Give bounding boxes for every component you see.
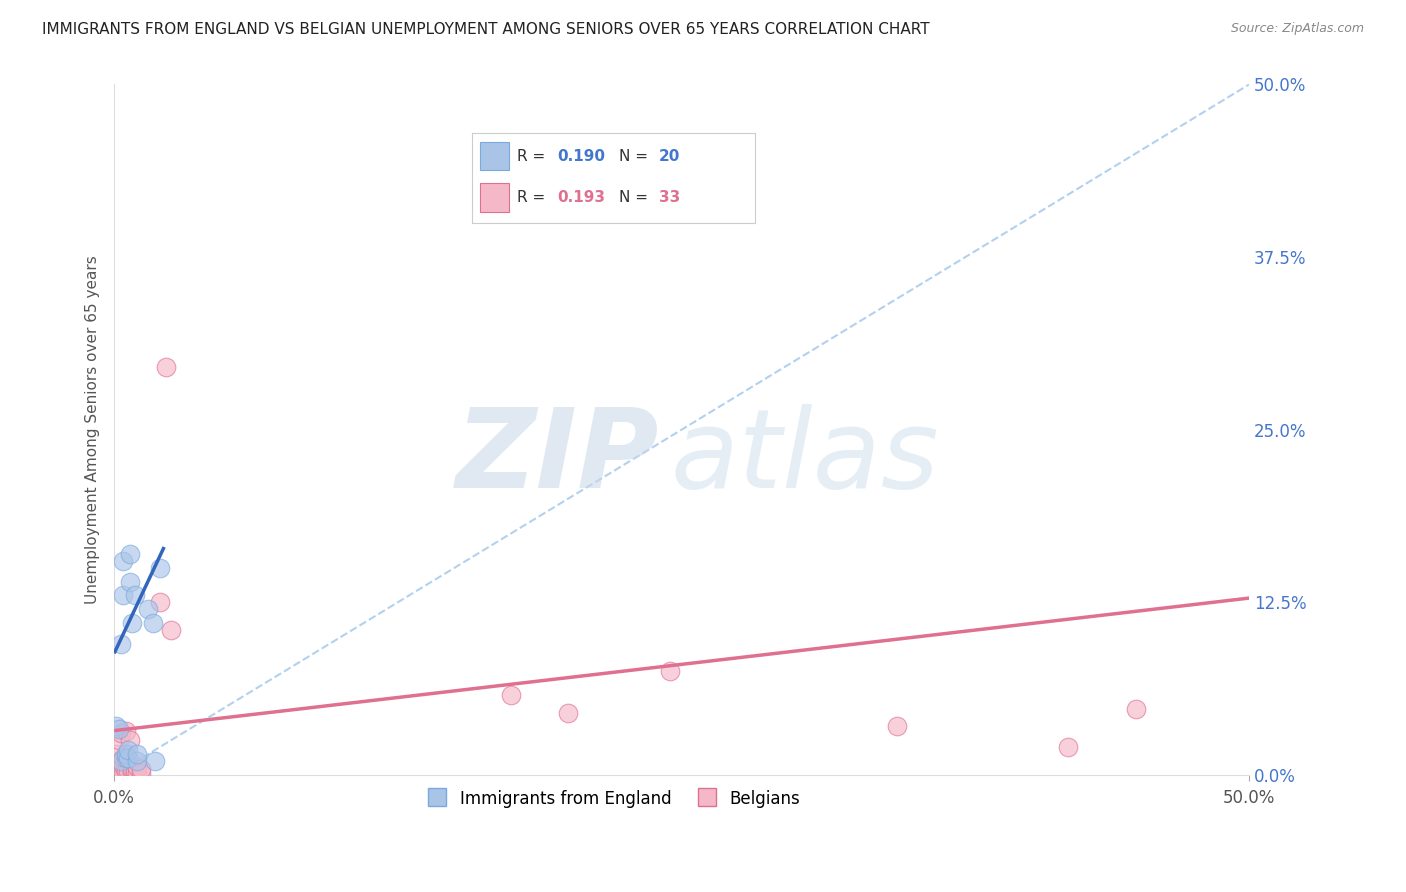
Point [124,764,146,778]
Point [110,762,132,776]
Text: IMMIGRANTS FROM ENGLAND VS BELGIAN UNEMPLOYMENT AMONG SENIORS OVER 65 YEARS CORR: IMMIGRANTS FROM ENGLAND VS BELGIAN UNEMP… [42,22,929,37]
Point [125,747,148,761]
Point [112,554,135,568]
Point [114,747,136,761]
Point [121,762,143,776]
Point [112,758,135,772]
Point [120,547,142,561]
Point [110,726,132,740]
Point [105,764,128,778]
Point [117,743,139,757]
Point [121,615,143,630]
Point [149,560,172,574]
Point [149,595,172,609]
Point [155,360,177,375]
Point [112,766,135,780]
Text: atlas: atlas [671,404,939,511]
Point [125,759,148,773]
Point [124,766,146,780]
Point [110,754,132,768]
Legend: Immigrants from England, Belgians: Immigrants from England, Belgians [420,783,807,814]
Point [110,765,132,780]
Point [121,765,143,780]
Point [107,756,129,771]
Point [105,747,128,761]
Point [125,766,148,780]
Point [125,754,148,768]
Point [131,762,153,776]
Point [110,758,132,772]
Point [110,637,132,651]
Point [120,733,142,747]
Point [136,602,159,616]
Point [117,751,139,765]
Point [1056,740,1078,755]
Point [114,751,136,765]
Point [1125,701,1147,715]
Point [112,588,135,602]
Point [131,766,153,780]
Point [117,764,139,778]
Text: Source: ZipAtlas.com: Source: ZipAtlas.com [1230,22,1364,36]
Point [107,764,129,778]
Text: ZIP: ZIP [456,404,659,511]
Point [886,719,908,733]
Point [107,723,129,737]
Point [160,623,183,637]
Point [142,615,165,630]
Point [124,588,146,602]
Point [501,688,523,702]
Point [114,764,136,778]
Point [120,574,142,589]
Point [143,754,166,768]
Point [105,719,128,733]
Point [107,733,129,747]
Point [557,706,579,720]
Point [114,723,136,738]
Y-axis label: Unemployment Among Seniors over 65 years: Unemployment Among Seniors over 65 years [86,255,100,604]
Point [659,665,682,679]
Point [112,751,135,765]
